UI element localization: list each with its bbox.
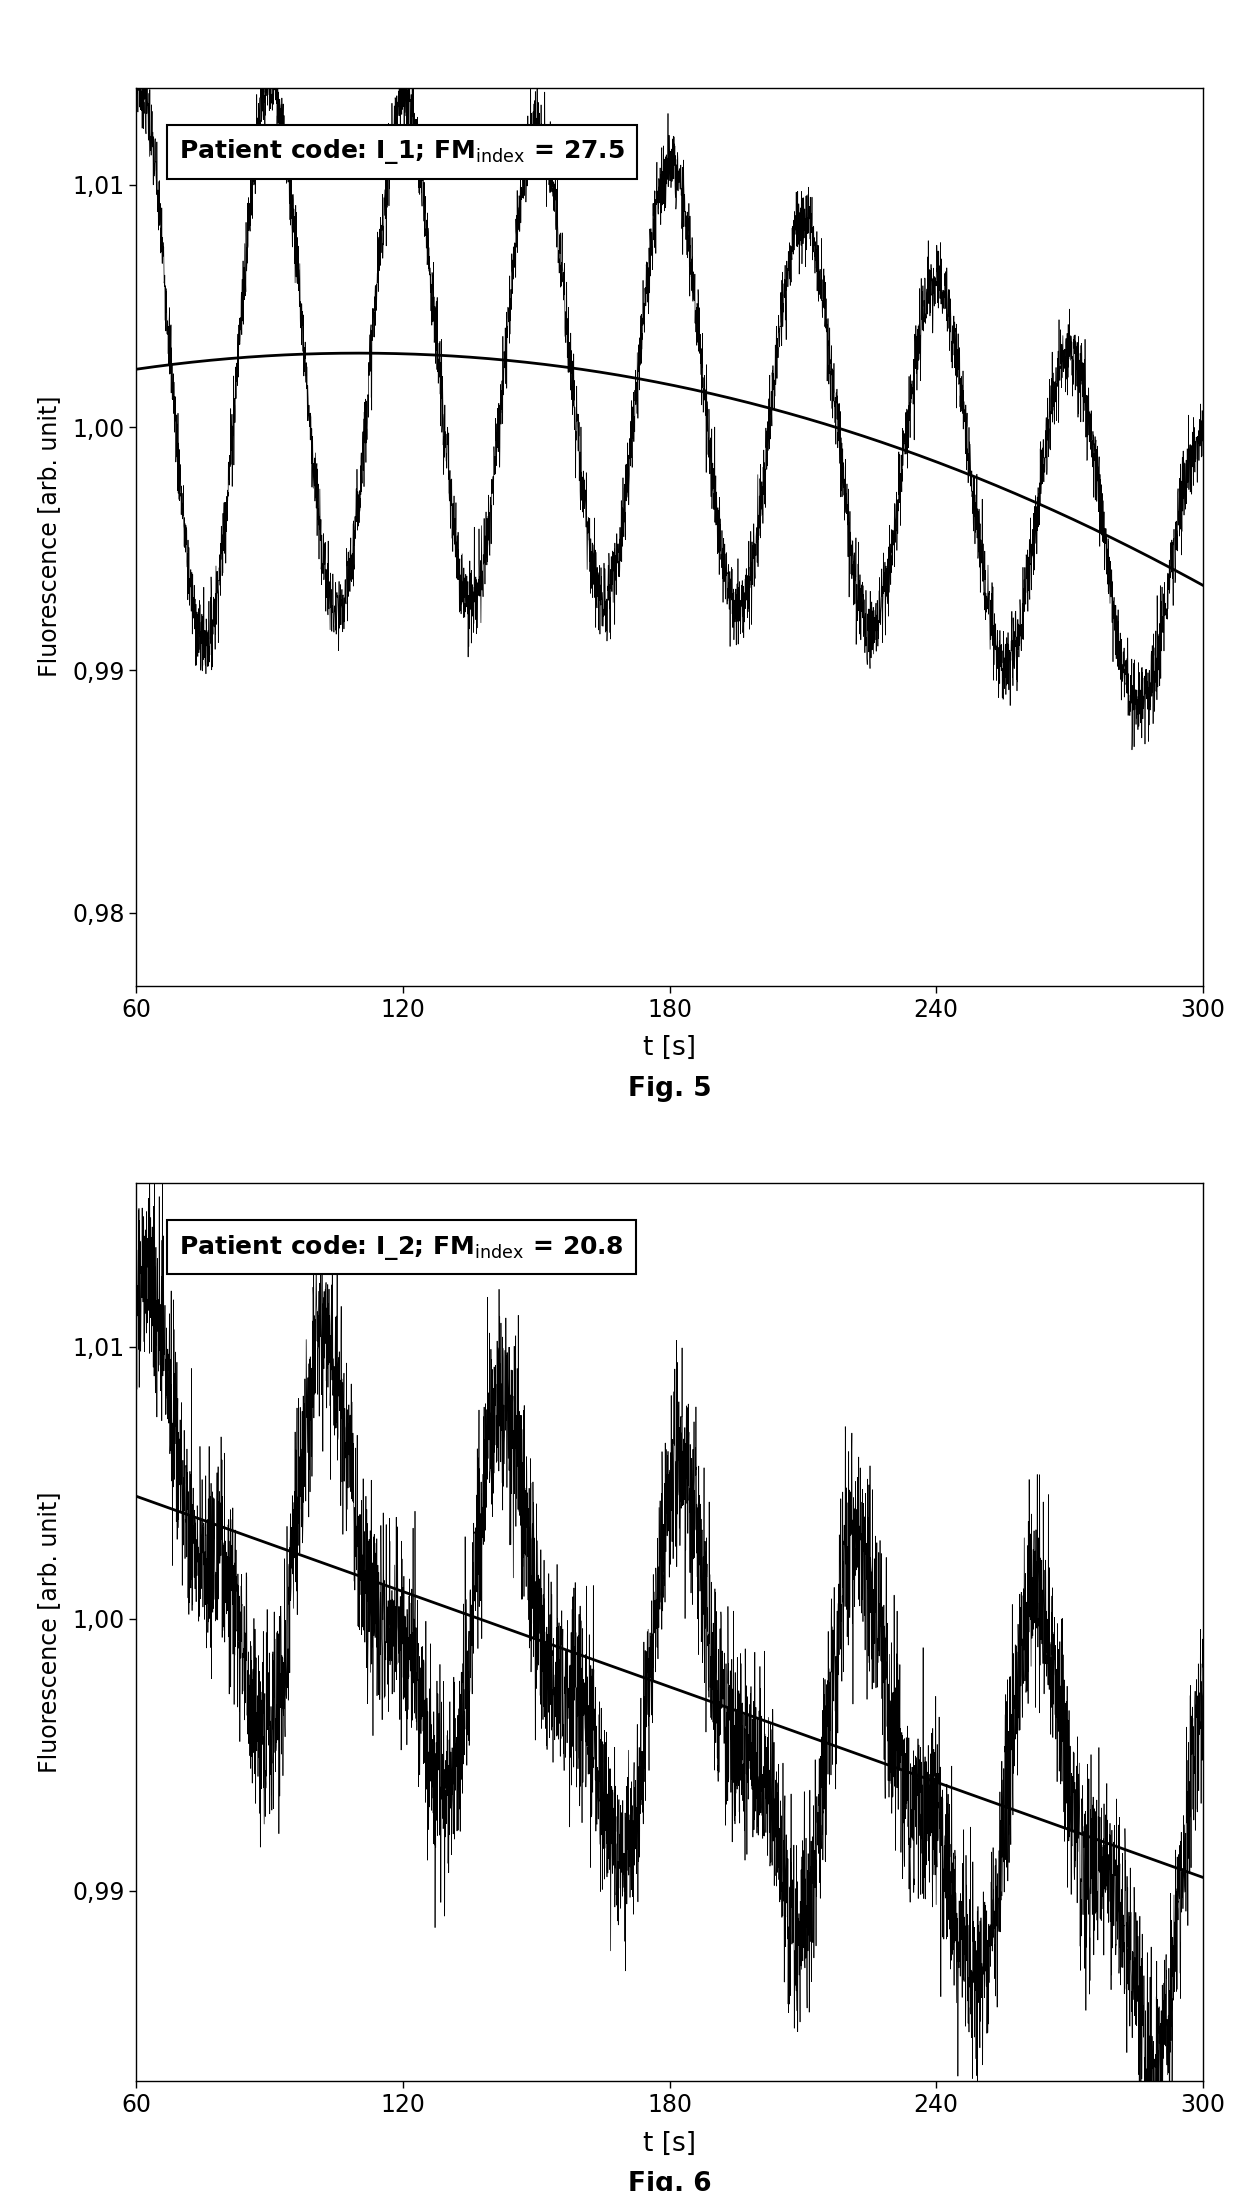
X-axis label: t [s]: t [s] (644, 1036, 696, 1060)
Text: Patient code: I_2; FM$_{\mathrm{index}}$ = 20.8: Patient code: I_2; FM$_{\mathrm{index}}$… (179, 1234, 624, 1262)
Text: Fig. 5: Fig. 5 (627, 1076, 712, 1102)
Y-axis label: Fluorescence [arb. unit]: Fluorescence [arb. unit] (37, 397, 61, 677)
Y-axis label: Fluorescence [arb. unit]: Fluorescence [arb. unit] (37, 1492, 61, 1773)
Text: Fig. 6: Fig. 6 (627, 2171, 712, 2191)
Text: Patient code: I_1; FM$_{\mathrm{index}}$ = 27.5: Patient code: I_1; FM$_{\mathrm{index}}$… (179, 138, 625, 167)
X-axis label: t [s]: t [s] (644, 2132, 696, 2158)
